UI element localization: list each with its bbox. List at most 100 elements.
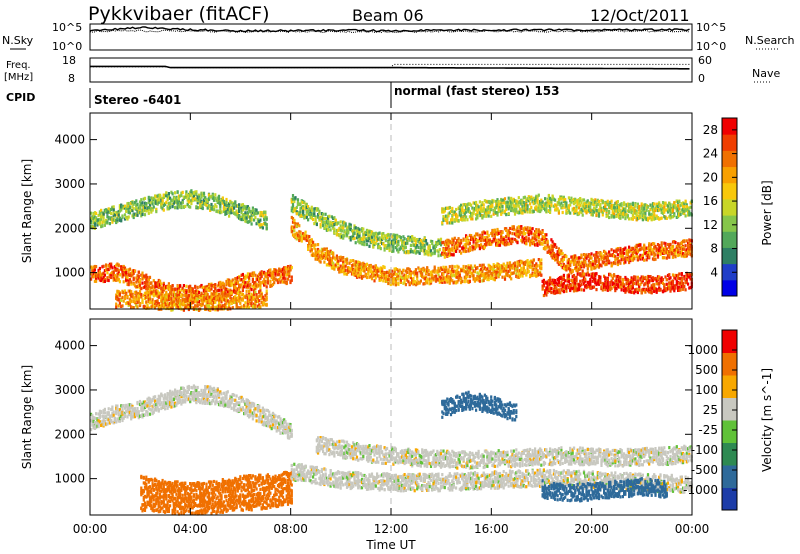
data-cell <box>396 240 399 244</box>
data-cell <box>507 274 510 278</box>
data-cell <box>605 252 608 256</box>
data-cell <box>240 203 243 207</box>
data-cell <box>517 275 520 279</box>
data-cell <box>599 254 602 258</box>
data-cell <box>238 214 241 218</box>
data-cell <box>343 268 346 272</box>
data-cell <box>353 273 356 277</box>
data-cell <box>551 240 554 244</box>
data-cell <box>187 299 190 303</box>
data-cell <box>142 285 145 290</box>
data-cell <box>456 245 459 250</box>
data-cell <box>546 280 549 284</box>
data-cell <box>335 222 338 226</box>
data-cell <box>209 208 212 212</box>
data-cell <box>323 216 326 221</box>
data-cell <box>619 246 622 251</box>
data-cell <box>120 304 123 308</box>
data-cell <box>157 291 160 295</box>
data-cell <box>214 283 217 287</box>
data-cell <box>169 297 172 301</box>
data-cell <box>467 271 470 275</box>
data-cell <box>141 210 144 215</box>
data-cell <box>315 222 318 227</box>
data-cell <box>423 275 426 279</box>
data-cell <box>426 267 429 271</box>
data-cell <box>177 302 180 306</box>
data-cell <box>389 241 392 245</box>
data-cell <box>362 237 365 241</box>
data-cell <box>678 245 681 249</box>
data-cell <box>138 211 142 215</box>
data-cell <box>221 201 224 205</box>
data-cell <box>132 269 135 273</box>
data-cell <box>579 279 582 283</box>
data-cell <box>159 195 162 199</box>
data-cell <box>518 229 522 233</box>
data-cell <box>215 209 218 213</box>
data-cell <box>591 260 594 264</box>
data-cell <box>585 256 588 260</box>
data-cell <box>363 235 366 239</box>
data-cell <box>101 265 104 269</box>
data-cell <box>184 299 187 304</box>
data-cell <box>408 271 411 275</box>
data-cell <box>275 269 278 273</box>
data-cell <box>468 248 471 252</box>
data-cell <box>317 207 320 211</box>
data-cell <box>408 238 411 242</box>
data-cell <box>481 269 484 273</box>
data-cell <box>566 283 569 287</box>
data-cell <box>298 238 301 243</box>
data-cell <box>586 267 589 271</box>
data-cell <box>522 232 525 236</box>
data-cell <box>266 270 269 274</box>
data-cell <box>556 256 559 260</box>
data-cell <box>233 299 236 303</box>
data-cell <box>177 290 180 294</box>
data-cell <box>492 228 495 233</box>
data-cell <box>597 260 601 264</box>
data-cell <box>327 263 330 267</box>
data-cell <box>151 291 154 295</box>
data-cell <box>458 276 461 280</box>
data-cell <box>413 270 416 274</box>
data-cell <box>334 257 337 261</box>
data-cell <box>116 213 119 217</box>
data-cell <box>236 211 239 216</box>
data-cell <box>352 230 355 234</box>
data-cell <box>225 279 228 284</box>
data-cell <box>643 245 646 249</box>
data-cell <box>324 252 327 256</box>
data-cell <box>559 252 562 256</box>
data-cell <box>215 205 218 209</box>
data-cell <box>96 223 99 227</box>
data-cell <box>177 300 180 305</box>
data-cell <box>145 209 148 213</box>
data-cell <box>586 255 589 259</box>
data-cell <box>365 267 369 271</box>
data-cell <box>413 244 416 248</box>
data-cell <box>468 266 471 270</box>
data-cell <box>317 243 320 247</box>
data-cell <box>145 282 148 286</box>
data-cell <box>318 216 321 220</box>
data-cell <box>91 274 94 278</box>
data-cell <box>614 255 617 259</box>
data-cell <box>529 243 532 247</box>
data-cell <box>689 244 692 248</box>
data-cell <box>610 264 613 268</box>
data-cell <box>174 296 177 300</box>
data-cell <box>112 208 115 212</box>
data-cell <box>226 288 229 292</box>
data-cell <box>102 279 105 284</box>
data-cell <box>419 245 422 249</box>
data-cell <box>298 234 301 238</box>
data-cell <box>291 220 295 224</box>
data-cell <box>654 257 657 261</box>
data-cell <box>210 284 213 288</box>
data-cell <box>522 261 525 265</box>
data-cell <box>349 269 352 273</box>
cpid-label: CPID <box>6 91 35 104</box>
data-cell <box>330 258 333 262</box>
